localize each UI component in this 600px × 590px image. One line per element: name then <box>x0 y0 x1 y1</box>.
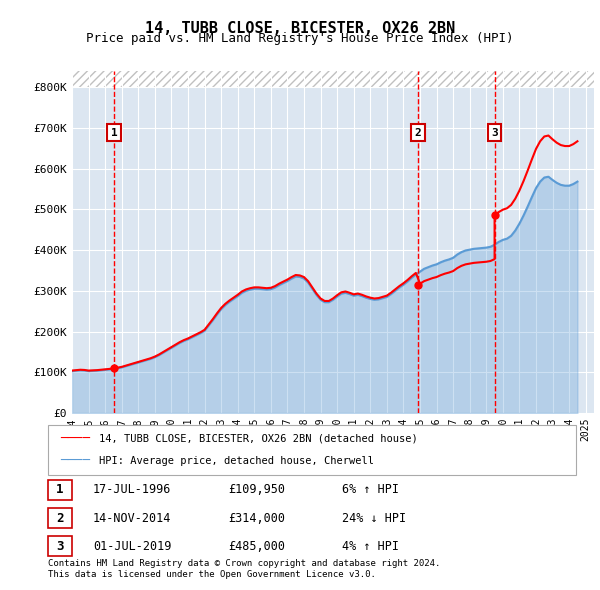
Text: £485,000: £485,000 <box>228 540 285 553</box>
Text: HPI: Average price, detached house, Cherwell: HPI: Average price, detached house, Cher… <box>99 456 374 466</box>
Text: £314,000: £314,000 <box>228 512 285 525</box>
Text: 14-NOV-2014: 14-NOV-2014 <box>93 512 172 525</box>
Text: 4% ↑ HPI: 4% ↑ HPI <box>342 540 399 553</box>
Text: 17-JUL-1996: 17-JUL-1996 <box>93 483 172 496</box>
Text: 1: 1 <box>111 127 118 137</box>
Text: 3: 3 <box>56 540 64 553</box>
Text: 2: 2 <box>56 512 64 525</box>
Text: 1: 1 <box>56 483 64 496</box>
Text: 2: 2 <box>415 127 421 137</box>
Text: Price paid vs. HM Land Registry's House Price Index (HPI): Price paid vs. HM Land Registry's House … <box>86 32 514 45</box>
Text: 24% ↓ HPI: 24% ↓ HPI <box>342 512 406 525</box>
Text: 14, TUBB CLOSE, BICESTER, OX26 2BN: 14, TUBB CLOSE, BICESTER, OX26 2BN <box>145 21 455 35</box>
Text: 3: 3 <box>491 127 498 137</box>
Text: This data is licensed under the Open Government Licence v3.0.: This data is licensed under the Open Gov… <box>48 571 376 579</box>
Text: 01-JUL-2019: 01-JUL-2019 <box>93 540 172 553</box>
Text: ────: ──── <box>60 454 90 467</box>
Text: ────: ──── <box>60 432 90 445</box>
Text: 6% ↑ HPI: 6% ↑ HPI <box>342 483 399 496</box>
Text: Contains HM Land Registry data © Crown copyright and database right 2024.: Contains HM Land Registry data © Crown c… <box>48 559 440 568</box>
Text: 14, TUBB CLOSE, BICESTER, OX26 2BN (detached house): 14, TUBB CLOSE, BICESTER, OX26 2BN (deta… <box>99 434 418 444</box>
Text: £109,950: £109,950 <box>228 483 285 496</box>
